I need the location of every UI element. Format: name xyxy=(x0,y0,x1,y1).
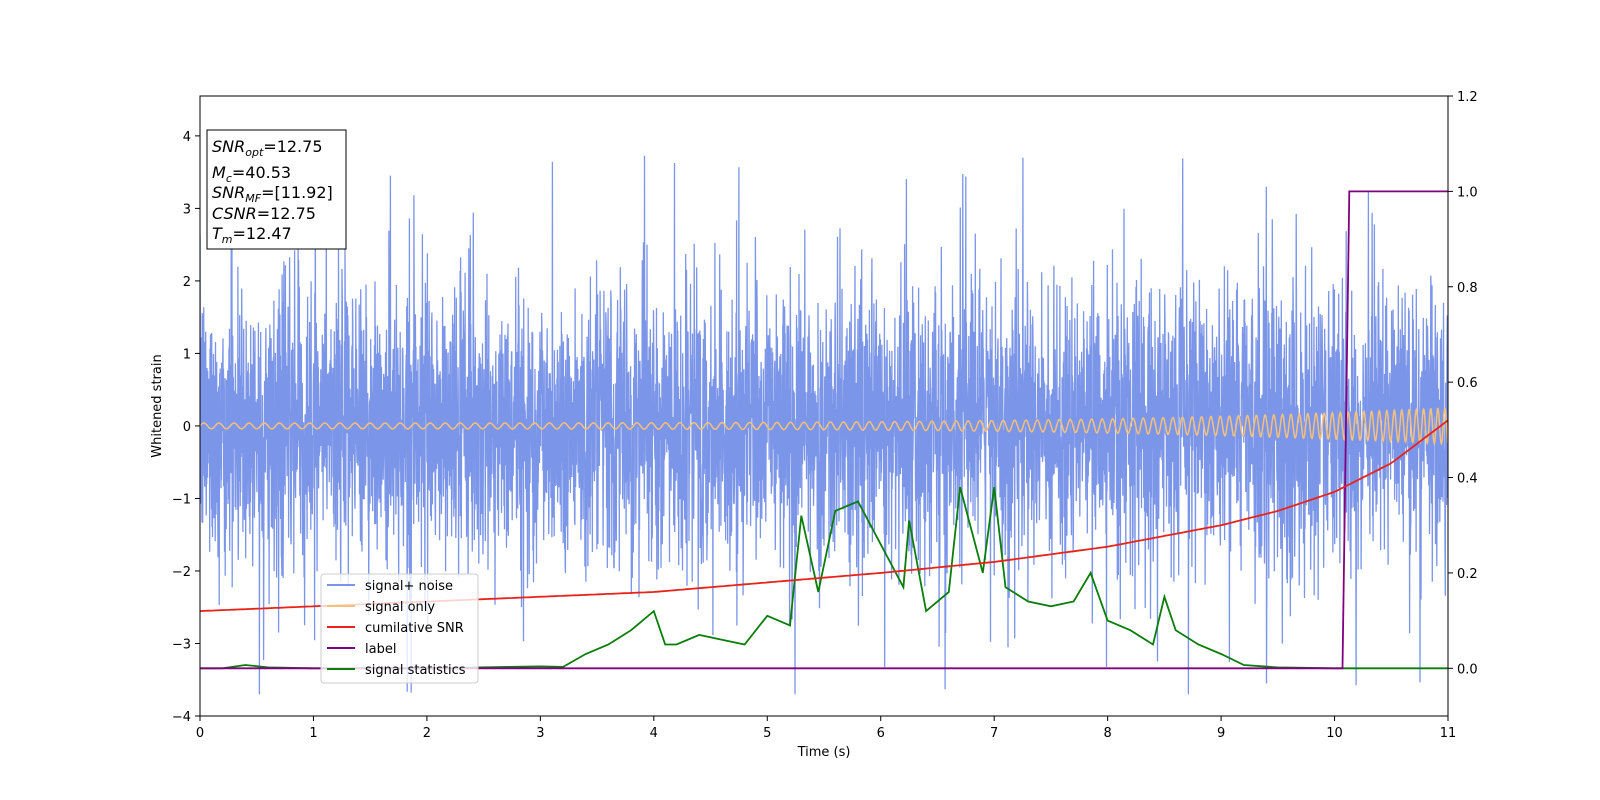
y2-tick-label: 1.2 xyxy=(1457,90,1478,105)
x-tick-label: 9 xyxy=(1217,726,1225,741)
annotation-line: SNRopt=12.75 xyxy=(212,137,323,159)
x-tick-label: 7 xyxy=(990,726,998,741)
y2-tick-label: 1.0 xyxy=(1457,185,1478,200)
legend-entry-label: signal only xyxy=(365,600,435,615)
x-tick-label: 8 xyxy=(1103,726,1111,741)
x-tick-label: 2 xyxy=(423,726,431,741)
annotation-frame xyxy=(206,129,347,250)
y-tick-label: 0 xyxy=(183,420,191,435)
plot-frame xyxy=(199,95,1449,717)
y-tick-label: −3 xyxy=(172,637,191,652)
x-axis-label: Time (s) xyxy=(797,745,851,760)
series-signal-only xyxy=(200,407,1448,446)
y2-tick-label: 0.4 xyxy=(1457,472,1478,487)
y2-tick-label: 0.0 xyxy=(1457,662,1478,677)
y2-tick-label: 0.2 xyxy=(1457,567,1478,582)
y-axis-label: Whitened strain xyxy=(150,354,165,457)
x-tick-label: 6 xyxy=(877,726,885,741)
series-signal-plus-noise xyxy=(200,155,1448,695)
y2-tick-label: 0.8 xyxy=(1457,281,1478,296)
x-tick-label: 11 xyxy=(1440,726,1457,741)
x-tick-label: 10 xyxy=(1326,726,1343,741)
legend: signal+ noise signal only cumilative SNR la… xyxy=(320,573,479,684)
annotation-line: Tm=12.47 xyxy=(212,224,292,246)
annotation-line: SNRMF=[11.92] xyxy=(212,183,333,205)
y-tick-label: 4 xyxy=(183,130,191,145)
legend-entry-label: cumilative SNR xyxy=(365,621,464,636)
y-tick-label: −1 xyxy=(172,492,191,507)
legend-entry-label: label xyxy=(365,642,396,657)
y-tick-label: −2 xyxy=(172,565,191,580)
x-tick-label: 1 xyxy=(309,726,317,741)
x-tick-label: 3 xyxy=(536,726,544,741)
y-tick-label: 1 xyxy=(183,347,191,362)
y2-tick-label: 0.6 xyxy=(1457,376,1478,391)
x-tick-label: 4 xyxy=(650,726,658,741)
annotation-line: CSNR=12.75 xyxy=(212,204,316,223)
legend-frame xyxy=(320,573,479,684)
annotation-line: Mc=40.53 xyxy=(212,163,291,185)
stats-annotation-box: SNRopt=12.75 Mc=40.53SNRMF=[11.92]CSNR=12… xyxy=(206,129,347,250)
legend-entry-label: signal+ noise xyxy=(365,579,453,594)
legend-entry-label: signal statistics xyxy=(365,663,466,678)
x-tick-label: 0 xyxy=(196,726,204,741)
y-tick-label: 2 xyxy=(183,275,191,290)
x-tick-label: 5 xyxy=(763,726,771,741)
series-signal-statistics xyxy=(200,486,1448,670)
series-label xyxy=(200,190,1448,670)
y-tick-label: 3 xyxy=(183,202,191,217)
y-tick-label: −4 xyxy=(172,710,191,725)
